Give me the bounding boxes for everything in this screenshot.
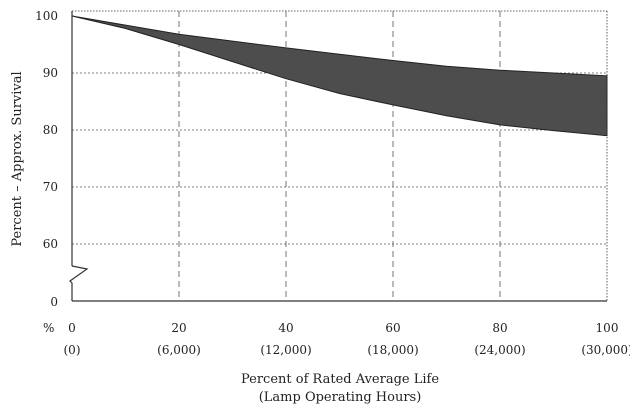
x-tick-sublabel: (12,000) xyxy=(260,343,311,357)
x-tick-labels: 0 (0) 20 (6,000) 40 (12,000) 60 (18,000) 80 (24,0… xyxy=(64,321,630,357)
y-tick-label: 70 xyxy=(43,180,58,194)
plot-frame xyxy=(69,10,608,302)
x-tick-label: 0 xyxy=(68,321,76,335)
y-tick-labels: 0 60 70 80 90 100 xyxy=(35,9,58,309)
y-tick-label: 0 xyxy=(50,295,58,309)
y-axis-title: Percent – Approx. Survival xyxy=(10,71,25,246)
x-tick-label: 80 xyxy=(492,321,507,335)
y-tick-label: 90 xyxy=(43,66,58,80)
x-tick-sublabel: (0) xyxy=(64,343,81,357)
survival-band-area xyxy=(71,15,608,137)
x-axis-unit-prefix: % xyxy=(43,321,54,335)
x-axis-subtitle: (Lamp Operating Hours) xyxy=(259,390,422,405)
y-tick-label: 100 xyxy=(35,9,58,23)
y-tick-label: 60 xyxy=(43,237,58,251)
y-tick-label: 80 xyxy=(43,123,58,137)
x-tick-label: 60 xyxy=(385,321,400,335)
x-tick-sublabel: (30,000) xyxy=(581,343,630,357)
x-tick-label: 20 xyxy=(171,321,186,335)
x-tick-sublabel: (6,000) xyxy=(157,343,201,357)
x-tick-sublabel: (24,000) xyxy=(474,343,525,357)
x-tick-sublabel: (18,000) xyxy=(367,343,418,357)
x-tick-label: 100 xyxy=(596,321,619,335)
y-axis-break-mark xyxy=(69,265,89,301)
x-tick-label: 40 xyxy=(278,321,293,335)
x-axis-title: Percent of Rated Average Life xyxy=(241,372,439,387)
